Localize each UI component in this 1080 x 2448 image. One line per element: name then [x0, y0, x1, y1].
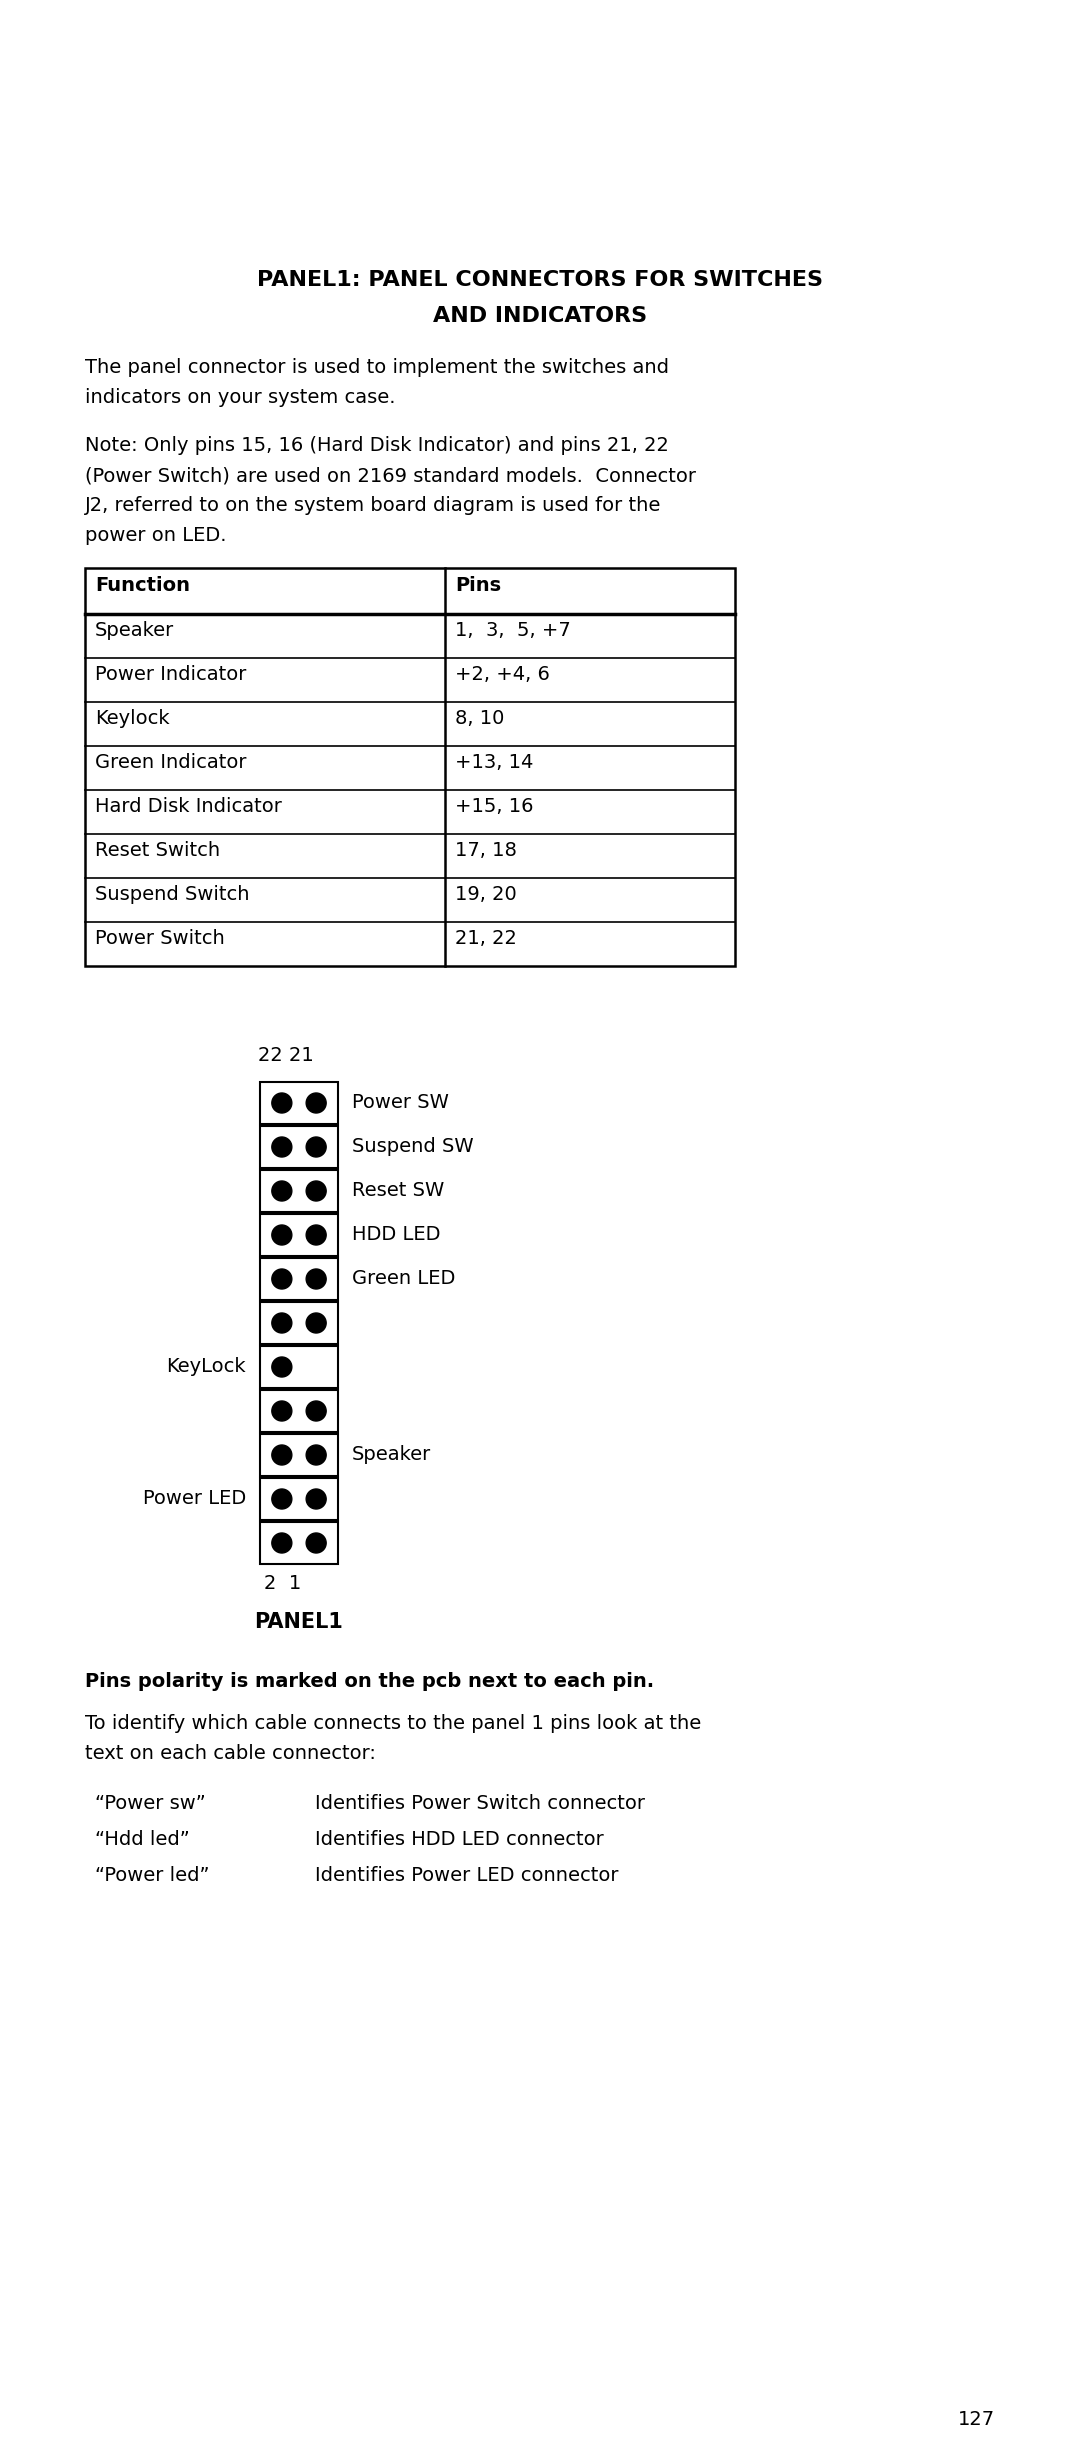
Text: PANEL1: PANEL CONNECTORS FOR SWITCHES: PANEL1: PANEL CONNECTORS FOR SWITCHES — [257, 269, 823, 289]
Text: power on LED.: power on LED. — [85, 526, 227, 546]
Circle shape — [306, 1488, 326, 1508]
Circle shape — [306, 1532, 326, 1552]
Text: Note: Only pins 15, 16 (Hard Disk Indicator) and pins 21, 22: Note: Only pins 15, 16 (Hard Disk Indica… — [85, 436, 669, 455]
Text: 19, 20: 19, 20 — [455, 886, 516, 903]
Bar — [260, 1082, 338, 1124]
Text: J2, referred to on the system board diagram is used for the: J2, referred to on the system board diag… — [85, 497, 661, 514]
Circle shape — [306, 1092, 326, 1114]
Circle shape — [306, 1312, 326, 1334]
Text: Green Indicator: Green Indicator — [95, 754, 246, 771]
Circle shape — [306, 1268, 326, 1290]
Text: Keylock: Keylock — [95, 710, 170, 727]
Circle shape — [272, 1400, 292, 1420]
Circle shape — [272, 1356, 292, 1376]
Circle shape — [272, 1488, 292, 1508]
Bar — [260, 1258, 338, 1300]
Text: Pins polarity is marked on the pcb next to each pin.: Pins polarity is marked on the pcb next … — [85, 1672, 654, 1692]
Text: To identify which cable connects to the panel 1 pins look at the: To identify which cable connects to the … — [85, 1714, 701, 1733]
Bar — [85, 568, 735, 967]
Text: Power LED: Power LED — [143, 1488, 246, 1508]
Bar — [260, 1126, 338, 1168]
Circle shape — [306, 1136, 326, 1158]
Bar — [260, 1214, 338, 1256]
Text: (Power Switch) are used on 2169 standard models.  Connector: (Power Switch) are used on 2169 standard… — [85, 465, 696, 485]
Text: 127: 127 — [958, 2409, 995, 2428]
Text: Reset SW: Reset SW — [352, 1182, 444, 1200]
Text: Identifies Power LED connector: Identifies Power LED connector — [315, 1865, 619, 1885]
Text: Power SW: Power SW — [352, 1094, 449, 1111]
Text: “Hdd led”: “Hdd led” — [95, 1831, 190, 1848]
Text: Speaker: Speaker — [95, 622, 174, 639]
Text: +13, 14: +13, 14 — [455, 754, 534, 771]
Circle shape — [272, 1268, 292, 1290]
Circle shape — [272, 1312, 292, 1334]
Text: 8, 10: 8, 10 — [455, 710, 504, 727]
Circle shape — [272, 1180, 292, 1202]
Bar — [260, 1523, 338, 1564]
Bar — [260, 1170, 338, 1212]
Circle shape — [306, 1444, 326, 1464]
Text: Power Indicator: Power Indicator — [95, 666, 246, 683]
Bar — [260, 1479, 338, 1520]
Text: 17, 18: 17, 18 — [455, 842, 517, 859]
Text: Identifies Power Switch connector: Identifies Power Switch connector — [315, 1794, 645, 1814]
Text: Green LED: Green LED — [352, 1271, 456, 1288]
Text: HDD LED: HDD LED — [352, 1226, 441, 1244]
Text: Pins: Pins — [455, 575, 501, 595]
Text: +15, 16: +15, 16 — [455, 798, 534, 815]
Text: 21, 22: 21, 22 — [455, 928, 517, 947]
Text: Reset Switch: Reset Switch — [95, 842, 220, 859]
Text: 2  1: 2 1 — [264, 1574, 301, 1594]
Circle shape — [272, 1444, 292, 1464]
Bar — [260, 1390, 338, 1432]
Circle shape — [272, 1224, 292, 1246]
Text: “Power sw”: “Power sw” — [95, 1794, 206, 1814]
Text: AND INDICATORS: AND INDICATORS — [433, 306, 647, 326]
Bar — [260, 1346, 338, 1388]
Text: Suspend Switch: Suspend Switch — [95, 886, 249, 903]
Text: PANEL1: PANEL1 — [255, 1611, 343, 1633]
Text: indicators on your system case.: indicators on your system case. — [85, 387, 395, 406]
Text: The panel connector is used to implement the switches and: The panel connector is used to implement… — [85, 357, 669, 377]
Circle shape — [306, 1180, 326, 1202]
Circle shape — [306, 1224, 326, 1246]
Circle shape — [306, 1400, 326, 1420]
Text: Identifies HDD LED connector: Identifies HDD LED connector — [315, 1831, 604, 1848]
Text: “Power led”: “Power led” — [95, 1865, 210, 1885]
Text: KeyLock: KeyLock — [166, 1359, 246, 1376]
Text: text on each cable connector:: text on each cable connector: — [85, 1743, 376, 1763]
Text: 1,  3,  5, +7: 1, 3, 5, +7 — [455, 622, 570, 639]
Text: Suspend SW: Suspend SW — [352, 1138, 474, 1155]
Text: +2, +4, 6: +2, +4, 6 — [455, 666, 550, 683]
Text: Hard Disk Indicator: Hard Disk Indicator — [95, 798, 282, 815]
Circle shape — [272, 1532, 292, 1552]
Bar — [260, 1302, 338, 1344]
Text: Speaker: Speaker — [352, 1444, 431, 1464]
Text: 22 21: 22 21 — [258, 1045, 314, 1065]
Circle shape — [272, 1092, 292, 1114]
Text: Power Switch: Power Switch — [95, 928, 225, 947]
Bar — [260, 1435, 338, 1476]
Text: Function: Function — [95, 575, 190, 595]
Circle shape — [272, 1136, 292, 1158]
